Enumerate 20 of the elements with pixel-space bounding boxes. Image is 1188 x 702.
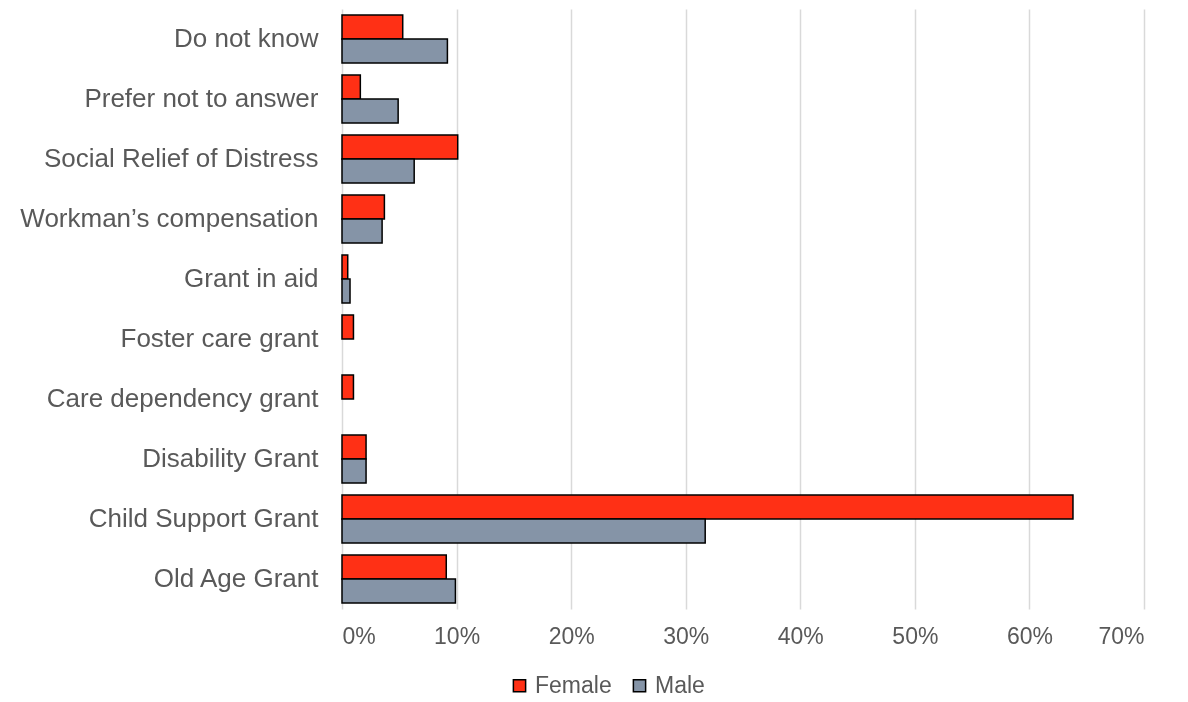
x-tick-label: 40% bbox=[777, 622, 824, 649]
legend-label: Male bbox=[655, 671, 705, 698]
y-tick-label: Old Age Grant bbox=[153, 563, 320, 593]
x-tick-label: 70% bbox=[1098, 622, 1145, 649]
x-tick-label: 60% bbox=[1006, 622, 1053, 649]
y-tick-label: Do not know bbox=[173, 23, 319, 53]
x-tick-label: 50% bbox=[892, 622, 939, 649]
y-tick-label: Foster care grant bbox=[120, 323, 320, 353]
legend-label: Female bbox=[535, 671, 612, 698]
y-tick-label: Grant in aid bbox=[184, 263, 319, 293]
x-tick-label: 0% bbox=[342, 622, 376, 649]
x-tick-label: 30% bbox=[663, 622, 710, 649]
x-tick-label: 20% bbox=[548, 622, 595, 649]
y-tick-label: Child Support Grant bbox=[88, 503, 320, 533]
y-tick-label: Workman’s compensation bbox=[20, 203, 319, 233]
y-tick-label: Prefer not to answer bbox=[84, 83, 319, 113]
y-tick-label: Social Relief of Distress bbox=[43, 143, 319, 173]
y-tick-label: Disability Grant bbox=[142, 443, 320, 473]
y-tick-label: Care dependency grant bbox=[46, 383, 320, 413]
x-tick-label: 10% bbox=[434, 622, 481, 649]
